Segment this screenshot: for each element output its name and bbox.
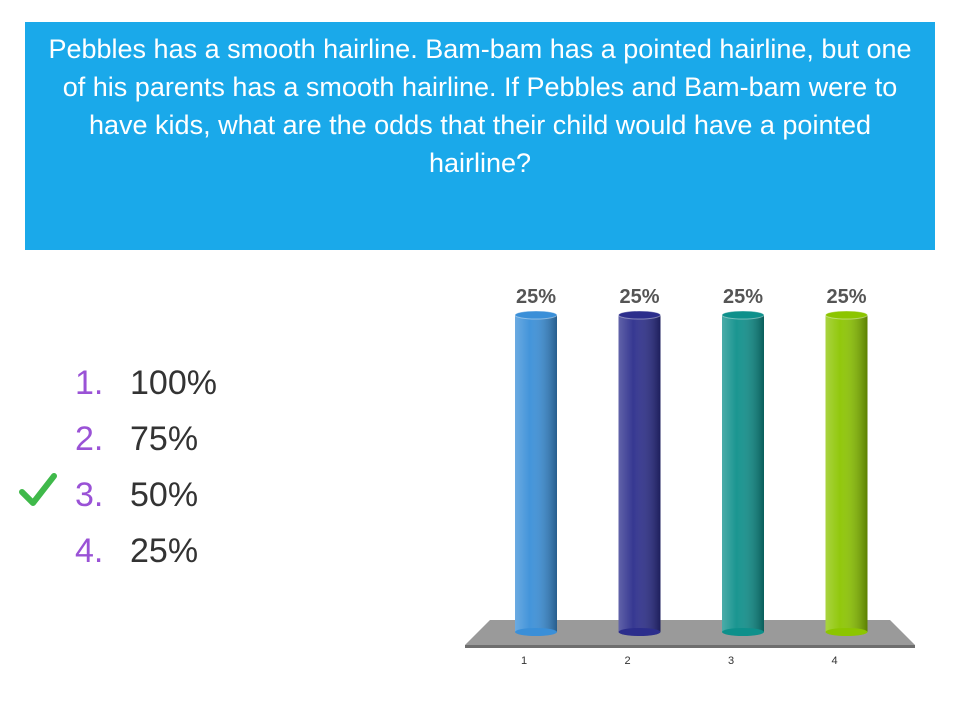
answer: 3. 50% [75, 467, 217, 523]
value-label: 25% [826, 286, 866, 308]
answer-number: 1. [75, 364, 104, 402]
x-tick-label: 1 [521, 655, 527, 667]
bar-cap [721, 310, 765, 320]
question: Pebbles has a smooth hairline. Bam-bam h… [25, 22, 935, 250]
answer-number: 4. [75, 532, 104, 570]
bar-base [722, 628, 764, 636]
bar-base [825, 628, 868, 636]
bar-shade [722, 315, 764, 632]
answer: 2. 75% [75, 411, 217, 467]
bar-cap [618, 310, 661, 320]
bar-base [618, 628, 661, 636]
answer-text: 100% [130, 364, 217, 402]
bar-shade [515, 315, 557, 632]
bar-shade [618, 315, 661, 632]
answer-number: 2. [75, 420, 104, 458]
value-label: 25% [723, 286, 763, 308]
answer-number: 3. [75, 476, 104, 514]
correct-check [19, 473, 57, 506]
floor-edge [465, 645, 915, 648]
bar-shade [825, 315, 868, 632]
answer-text: 50% [130, 476, 199, 514]
x-tick-label: 2 [624, 655, 630, 667]
answer-text: 25% [130, 532, 199, 570]
x-tick-label: 3 [728, 655, 734, 667]
answer-text: 75% [130, 420, 199, 458]
floor [465, 620, 915, 645]
answer: 1. 100% [75, 355, 217, 411]
value-label: 25% [516, 286, 556, 308]
bar-cap [514, 310, 558, 320]
x-tick-label: 4 [831, 655, 837, 667]
value-label: 25% [619, 286, 659, 308]
answer-list: 1. 100% 2. 75% 3. 50% 4. 25% [75, 355, 217, 579]
bar-base [515, 628, 557, 636]
bar-cap [825, 310, 868, 320]
answer: 4. 25% [75, 523, 217, 579]
